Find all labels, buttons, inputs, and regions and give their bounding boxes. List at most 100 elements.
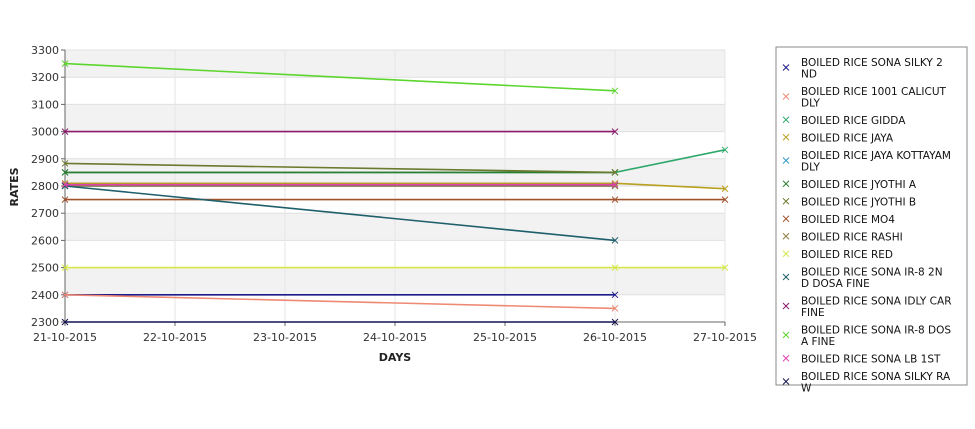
data-point-marker xyxy=(611,196,619,203)
data-point-marker xyxy=(611,128,619,135)
y-tick-label: 2900 xyxy=(31,153,59,166)
legend-label: BOILED RICE SONA IDLY CAR xyxy=(801,296,952,308)
legend-label: A FINE xyxy=(801,336,835,348)
legend-label: BOILED RICE GIDDA xyxy=(801,115,906,127)
y-tick-label: 3000 xyxy=(31,126,59,139)
legend-label: BOILED RICE JAYA KOTTAYAM xyxy=(801,150,951,162)
legend-label: BOILED RICE SONA IR-8 DOS xyxy=(801,325,951,337)
data-point-marker xyxy=(61,160,69,167)
legend-label: BOILED RICE 1001 CALICUT xyxy=(801,86,947,98)
legend-label: DLY xyxy=(801,162,821,174)
x-tick-label: 25-10-2015 xyxy=(473,331,537,344)
x-axis-title: DAYS xyxy=(379,351,412,364)
legend-label: DLY xyxy=(801,98,821,110)
data-point-marker xyxy=(611,318,619,326)
data-point-marker xyxy=(611,181,619,188)
legend-marker xyxy=(782,197,790,205)
legend-label: BOILED RICE SONA SILKY 2 xyxy=(801,57,943,69)
legend-label: BOILED RICE SONA SILKY RA xyxy=(801,371,951,383)
legend-label: ND xyxy=(801,69,817,81)
legend-item: BOILED RICE JAYA KOTTAYAM DLY xyxy=(782,150,951,174)
series-line xyxy=(61,264,729,271)
data-point-marker xyxy=(611,305,619,312)
y-tick-label: 2500 xyxy=(31,262,59,275)
y-tick-label: 2800 xyxy=(31,180,59,193)
series-line xyxy=(61,179,729,193)
data-point-marker xyxy=(611,291,619,299)
x-tick-label: 26-10-2015 xyxy=(583,331,647,344)
data-point-marker xyxy=(61,128,69,135)
y-tick-label: 2700 xyxy=(31,207,59,220)
y-tick-label: 2300 xyxy=(31,316,59,329)
legend-marker xyxy=(782,93,790,100)
x-tick-label: 24-10-2015 xyxy=(363,331,427,344)
legend-label: BOILED RICE SONA LB 1ST xyxy=(801,354,941,366)
legend-item: BOILED RICE SONA IDLY CAR FINE xyxy=(782,296,952,319)
y-axis-title: RATES xyxy=(8,167,21,206)
x-tick-label: 22-10-2015 xyxy=(143,331,207,344)
legend-marker xyxy=(782,133,790,141)
legend-item: BOILED RICE JYOTHI B xyxy=(782,197,916,209)
legend-marker xyxy=(782,64,790,71)
legend-marker xyxy=(782,378,790,385)
series-line xyxy=(61,196,729,203)
series-line xyxy=(61,160,619,176)
data-point-marker xyxy=(61,196,69,203)
data-point-marker xyxy=(61,181,69,188)
series-line xyxy=(61,60,619,95)
y-tick-label: 2600 xyxy=(31,234,59,247)
legend-item: BOILED RICE SONA IR-8 DOSA FINE xyxy=(782,325,951,348)
y-tick-label: 3300 xyxy=(31,44,59,57)
legend-label: BOILED RICE MO4 xyxy=(801,214,895,226)
legend-marker xyxy=(782,116,790,124)
legend-marker xyxy=(782,331,790,339)
data-point-marker xyxy=(611,264,619,271)
y-tick-label: 3100 xyxy=(31,98,59,111)
legend-marker xyxy=(782,354,790,362)
data-point-marker xyxy=(61,318,69,326)
legend-label: BOILED RICE JYOTHI B xyxy=(801,197,916,209)
data-point-marker xyxy=(61,60,69,67)
y-tick-label: 2400 xyxy=(31,289,59,302)
data-point-marker xyxy=(721,146,729,154)
legend-item: BOILED RICE MO4 xyxy=(782,214,895,226)
legend-marker xyxy=(782,180,790,188)
legend-label: BOILED RICE SONA IR-8 2N xyxy=(801,267,943,279)
legend-item: BOILED RICE SONA IR-8 2ND DOSA FINE xyxy=(782,267,943,290)
legend-item: BOILED RICE RASHI xyxy=(782,232,903,244)
data-point-marker xyxy=(721,196,729,203)
series-polyline xyxy=(64,294,616,310)
data-point-marker xyxy=(61,169,69,176)
legend-item: BOILED RICE SONA SILKY RAW xyxy=(782,371,951,395)
legend: BOILED RICE SONA SILKY 2ND BOILED RICE 10… xyxy=(775,46,968,395)
legend-marker xyxy=(782,157,790,164)
series-line xyxy=(61,291,619,312)
series-line xyxy=(61,318,619,326)
legend-marker xyxy=(782,232,790,240)
legend-marker xyxy=(782,273,790,281)
data-point-marker xyxy=(61,291,69,299)
x-tick-label: 27-10-2015 xyxy=(693,331,757,344)
y-tick-labels: 2300 2400 2500 2600 2700 2800 2900 3000 3100 3200… xyxy=(31,44,65,329)
legend-label: BOILED RICE JAYA xyxy=(801,133,894,145)
series-group xyxy=(61,60,729,326)
data-point-marker xyxy=(721,264,729,271)
legend-label: BOILED RICE RED xyxy=(801,249,893,261)
legend-marker xyxy=(782,302,790,310)
legend-item: BOILED RICE GIDDA xyxy=(782,115,906,127)
x-tick-label: 21-10-2015 xyxy=(33,331,97,344)
legend-item: BOILED RICE SONA LB 1ST xyxy=(782,354,941,366)
legend-marker xyxy=(782,250,790,258)
data-point-marker xyxy=(611,87,619,95)
series-line xyxy=(61,128,619,135)
legend-item: BOILED RICE RED xyxy=(782,249,893,261)
series-line xyxy=(61,181,619,188)
x-tick-labels: 21-10-2015 22-10-2015 23-10-2015 24-10-2015… xyxy=(33,322,757,344)
legend-item: BOILED RICE JYOTHI A xyxy=(782,179,917,191)
series-polyline xyxy=(64,162,616,174)
legend-item: BOILED RICE SONA SILKY 2ND xyxy=(782,57,943,81)
legend-marker xyxy=(782,215,790,223)
legend-label: BOILED RICE RASHI xyxy=(801,232,903,244)
